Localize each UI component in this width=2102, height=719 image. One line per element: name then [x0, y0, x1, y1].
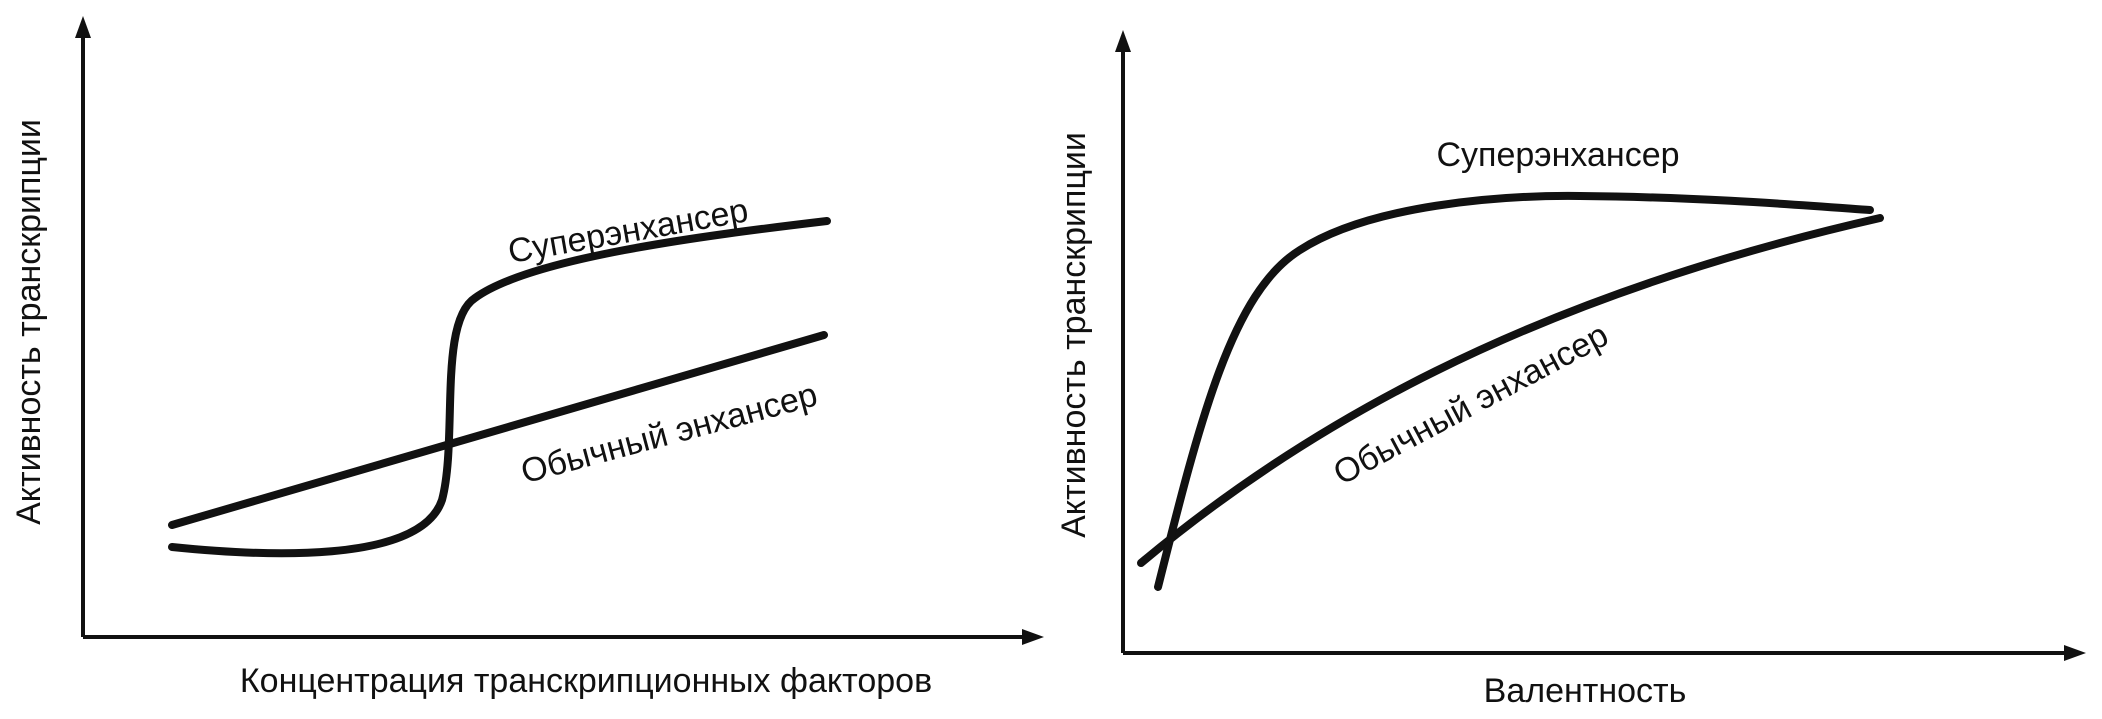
y-axis-label: Активность транскрипции: [10, 119, 48, 525]
x-arrow: [1022, 629, 1044, 645]
super-curve: [168, 217, 831, 558]
y-arrow: [1115, 30, 1131, 52]
x-arrow: [2064, 645, 2086, 661]
curve-label: Суперэнхансер: [505, 191, 751, 271]
curve-label: Обычный энхансер: [517, 376, 821, 492]
super-curve: [1154, 191, 1874, 591]
x-axis-label: Концентрация транскрипционных факторов: [240, 662, 932, 700]
right-panel: Активность транскрипции Валентность Супе…: [1055, 30, 2086, 710]
y-axis-label: Активность транскрипции: [1055, 132, 1093, 538]
ordinary-curve: [1137, 214, 1884, 567]
ordinary-curve: [168, 331, 828, 529]
left-panel: Активность транскрипции Концентрация тра…: [10, 16, 1044, 700]
x-axis-label: Валентность: [1484, 672, 1687, 710]
curve-label: Суперэнхансер: [1436, 136, 1679, 174]
y-arrow: [75, 16, 91, 38]
